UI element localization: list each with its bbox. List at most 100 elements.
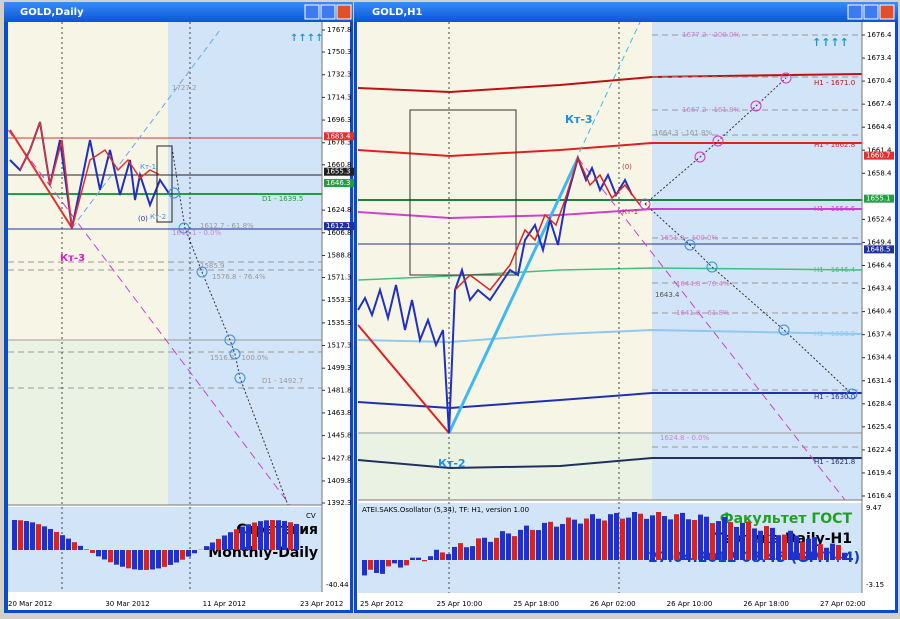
price-label: 1624.8 (327, 206, 352, 214)
price-label: 1670.4 (867, 77, 892, 85)
price-label: 1667.4 (867, 100, 892, 108)
osc-bar (192, 550, 197, 553)
osc-bar (518, 530, 523, 560)
maximize-button[interactable] (321, 5, 335, 19)
osc-bar (362, 560, 367, 575)
osc-bar (54, 532, 59, 550)
osc-bar (602, 520, 607, 560)
osc-bar (812, 537, 817, 560)
osc-bar (806, 539, 811, 560)
osc-bar (578, 524, 583, 560)
osc-bar (596, 519, 601, 560)
osc-bar (536, 530, 541, 560)
date-label: 20 Mar 2012 (8, 600, 52, 608)
osc-bar (632, 512, 637, 560)
zone (168, 22, 322, 505)
close-button[interactable] (337, 5, 351, 19)
osc-bar (758, 531, 763, 560)
osc-bar (108, 550, 113, 562)
date-label: 25 Apr 2012 (360, 600, 403, 608)
price-label: 1664.4 (867, 123, 892, 131)
price-label: 1616.4 (867, 492, 892, 500)
date-label: 26 Apr 02:00 (590, 600, 636, 608)
price-label: 1445.8 (327, 432, 352, 440)
osc-bar (222, 535, 227, 550)
annotation: Кт-1 (622, 208, 638, 216)
osc-bar (168, 550, 173, 565)
osc-bar (476, 538, 481, 560)
osc-bar (506, 533, 511, 560)
annotation: 1576.8 - 76.4% (212, 273, 266, 281)
maximize-button[interactable] (864, 5, 878, 19)
price-box-label: 1683.4 (326, 132, 351, 140)
osc-bar (96, 550, 101, 556)
price-label: 1619.4 (867, 469, 892, 477)
osc-bar (90, 550, 95, 553)
osc-bar (392, 560, 397, 563)
osc-bar (246, 524, 251, 550)
osc-label: -40.44 (326, 581, 349, 589)
osc-bar (416, 558, 421, 560)
osc-bar (368, 560, 373, 570)
osc-bar (560, 524, 565, 560)
osc-bar (410, 558, 415, 560)
annotation: 1516.2 - 100.0% (210, 354, 269, 362)
osc-bar (824, 548, 829, 560)
date-label: 26 Apr 18:00 (743, 600, 789, 608)
price-label: 1553.3 (327, 296, 352, 304)
osc-bar (716, 521, 721, 560)
osc-bar (680, 513, 685, 560)
osc-bar (452, 547, 457, 560)
osc-bar (252, 522, 257, 550)
osc-bar (524, 526, 529, 560)
annotation: D1 - 1639.5 (262, 195, 303, 203)
osc-bar (24, 521, 29, 550)
annotation: H1 - 1662.8 (814, 141, 855, 149)
osc-bar (264, 520, 269, 550)
osc-bar (590, 514, 595, 560)
date-label: 25 Apr 10:00 (437, 600, 483, 608)
osc-bar (458, 543, 463, 560)
osc-bar (288, 522, 293, 550)
osc-bar (722, 517, 727, 560)
osc-label: -3.15 (866, 581, 884, 589)
minimize-button[interactable] (848, 5, 862, 19)
price-label: 1640.4 (867, 308, 892, 316)
price-label: 1767.8 (327, 26, 352, 34)
osc-bar (422, 560, 427, 561)
annotation: H1 - 1654.6 (814, 205, 856, 213)
osc-bar (644, 519, 649, 560)
osc-bar (174, 550, 179, 562)
minimize-button[interactable] (305, 5, 319, 19)
price-box-label: 1655.3 (326, 168, 351, 176)
caption: Факультет ГОСТ (720, 511, 853, 527)
osc-bar (728, 522, 733, 560)
osc-bar (258, 521, 263, 550)
osc-label: CV (306, 512, 316, 520)
osc-bar (674, 514, 679, 560)
osc-bar (294, 524, 299, 550)
annotation: 1624.8 - 0.0% (660, 434, 710, 442)
annotation: 1585.9 (200, 262, 225, 270)
osc-bar (734, 527, 739, 560)
osc-bar (626, 518, 631, 560)
osc-bar (740, 523, 745, 560)
date-label: 23 Apr 2012 (300, 600, 343, 608)
window-title: GOLD,Daily (20, 7, 84, 18)
osc-bar (650, 515, 655, 560)
osc-bar (18, 520, 23, 550)
osc-bar (530, 530, 535, 560)
osc-bar (746, 522, 751, 560)
osc-bar (114, 550, 119, 565)
price-label: 1535.3 (327, 319, 352, 327)
close-button[interactable] (880, 5, 894, 19)
price-label: 1676.4 (867, 31, 892, 39)
osc-bar (30, 522, 35, 550)
osc-bar (500, 531, 505, 560)
osc-bar (72, 542, 77, 550)
osc-bar (66, 539, 71, 550)
osc-bar (614, 513, 619, 560)
osc-title: ATEI.SAKS.Osollator (5,34), TF: H1, vers… (362, 506, 529, 514)
osc-bar (566, 518, 571, 560)
osc-bar (542, 523, 547, 560)
